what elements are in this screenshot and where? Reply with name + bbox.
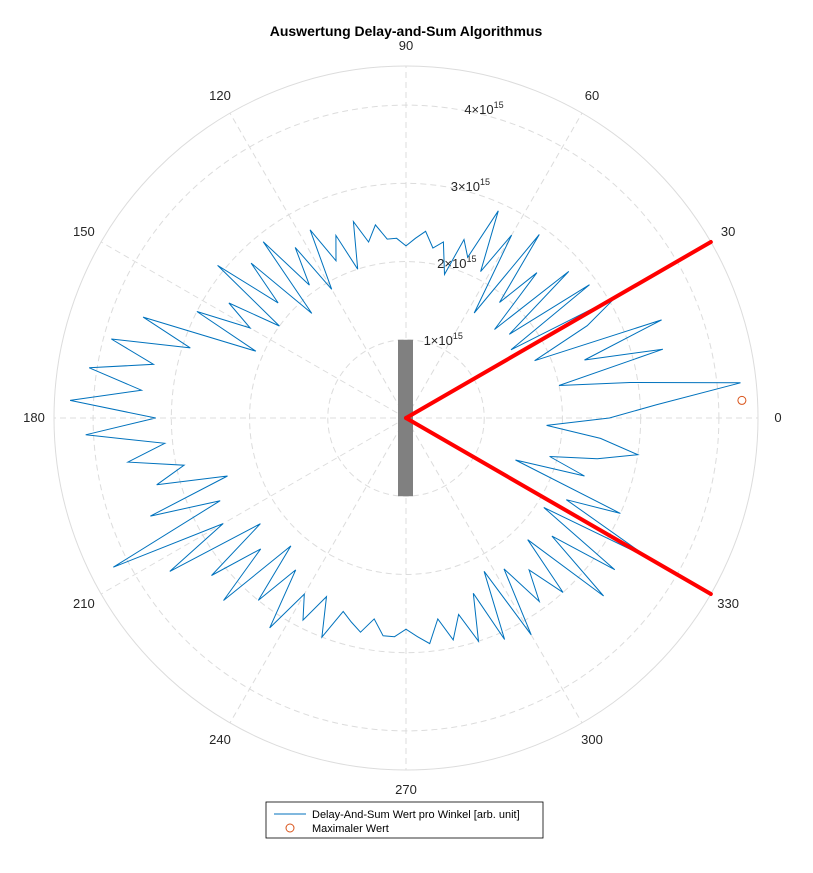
chart-title: Auswertung Delay-and-Sum Algorithmus (270, 23, 543, 39)
legend-marker-sample (285, 823, 295, 833)
legend-box (265, 801, 544, 839)
sector-line (404, 240, 713, 420)
angle-label: 120 (209, 88, 231, 103)
radial-tick-labels: 1×1015 2×1015 3×1015 4×1015 (424, 100, 504, 348)
angle-label: 240 (209, 732, 231, 747)
theta-grid-spoke (229, 112, 407, 419)
theta-grid-spoke (405, 112, 583, 419)
angle-label: 180 (23, 410, 45, 425)
angle-label: 210 (73, 596, 95, 611)
r-tick-label: 2×1015 (437, 254, 476, 271)
angle-label: 30 (721, 224, 735, 239)
angle-label: 300 (581, 732, 603, 747)
angle-label: 60 (585, 88, 599, 103)
r-grid-circle (249, 261, 563, 575)
r-tick-label: 1×1015 (424, 331, 463, 348)
angle-label: 90 (399, 38, 413, 53)
angle-label: 0 (774, 410, 781, 425)
theta-grid-spoke (100, 417, 407, 595)
angle-label: 150 (73, 224, 95, 239)
series-line (69, 210, 741, 645)
legend[interactable]: Delay-And-Sum Wert pro Winkel [arb. unit… (265, 801, 544, 839)
theta-grid-spoke (405, 417, 583, 724)
angle-label: 330 (717, 596, 739, 611)
legend-max-label: Maximaler Wert (312, 823, 389, 835)
r-tick-label: 3×1015 (451, 177, 490, 194)
sector-lines (404, 240, 713, 596)
angle-labels: 0 30 60 90 120 150 180 210 240 270 300 330 (23, 38, 781, 797)
r-tick-label: 4×1015 (464, 100, 503, 117)
theta-grid-spoke (229, 417, 407, 724)
max-value-marker (737, 395, 747, 405)
delay-and-sum-series (69, 210, 741, 645)
angle-label: 270 (395, 782, 417, 797)
sector-line (404, 416, 713, 596)
max-value-marker-group (737, 395, 747, 405)
legend-series-label: Delay-And-Sum Wert pro Winkel [arb. unit… (312, 809, 520, 821)
theta-grid-spoke (100, 241, 407, 419)
